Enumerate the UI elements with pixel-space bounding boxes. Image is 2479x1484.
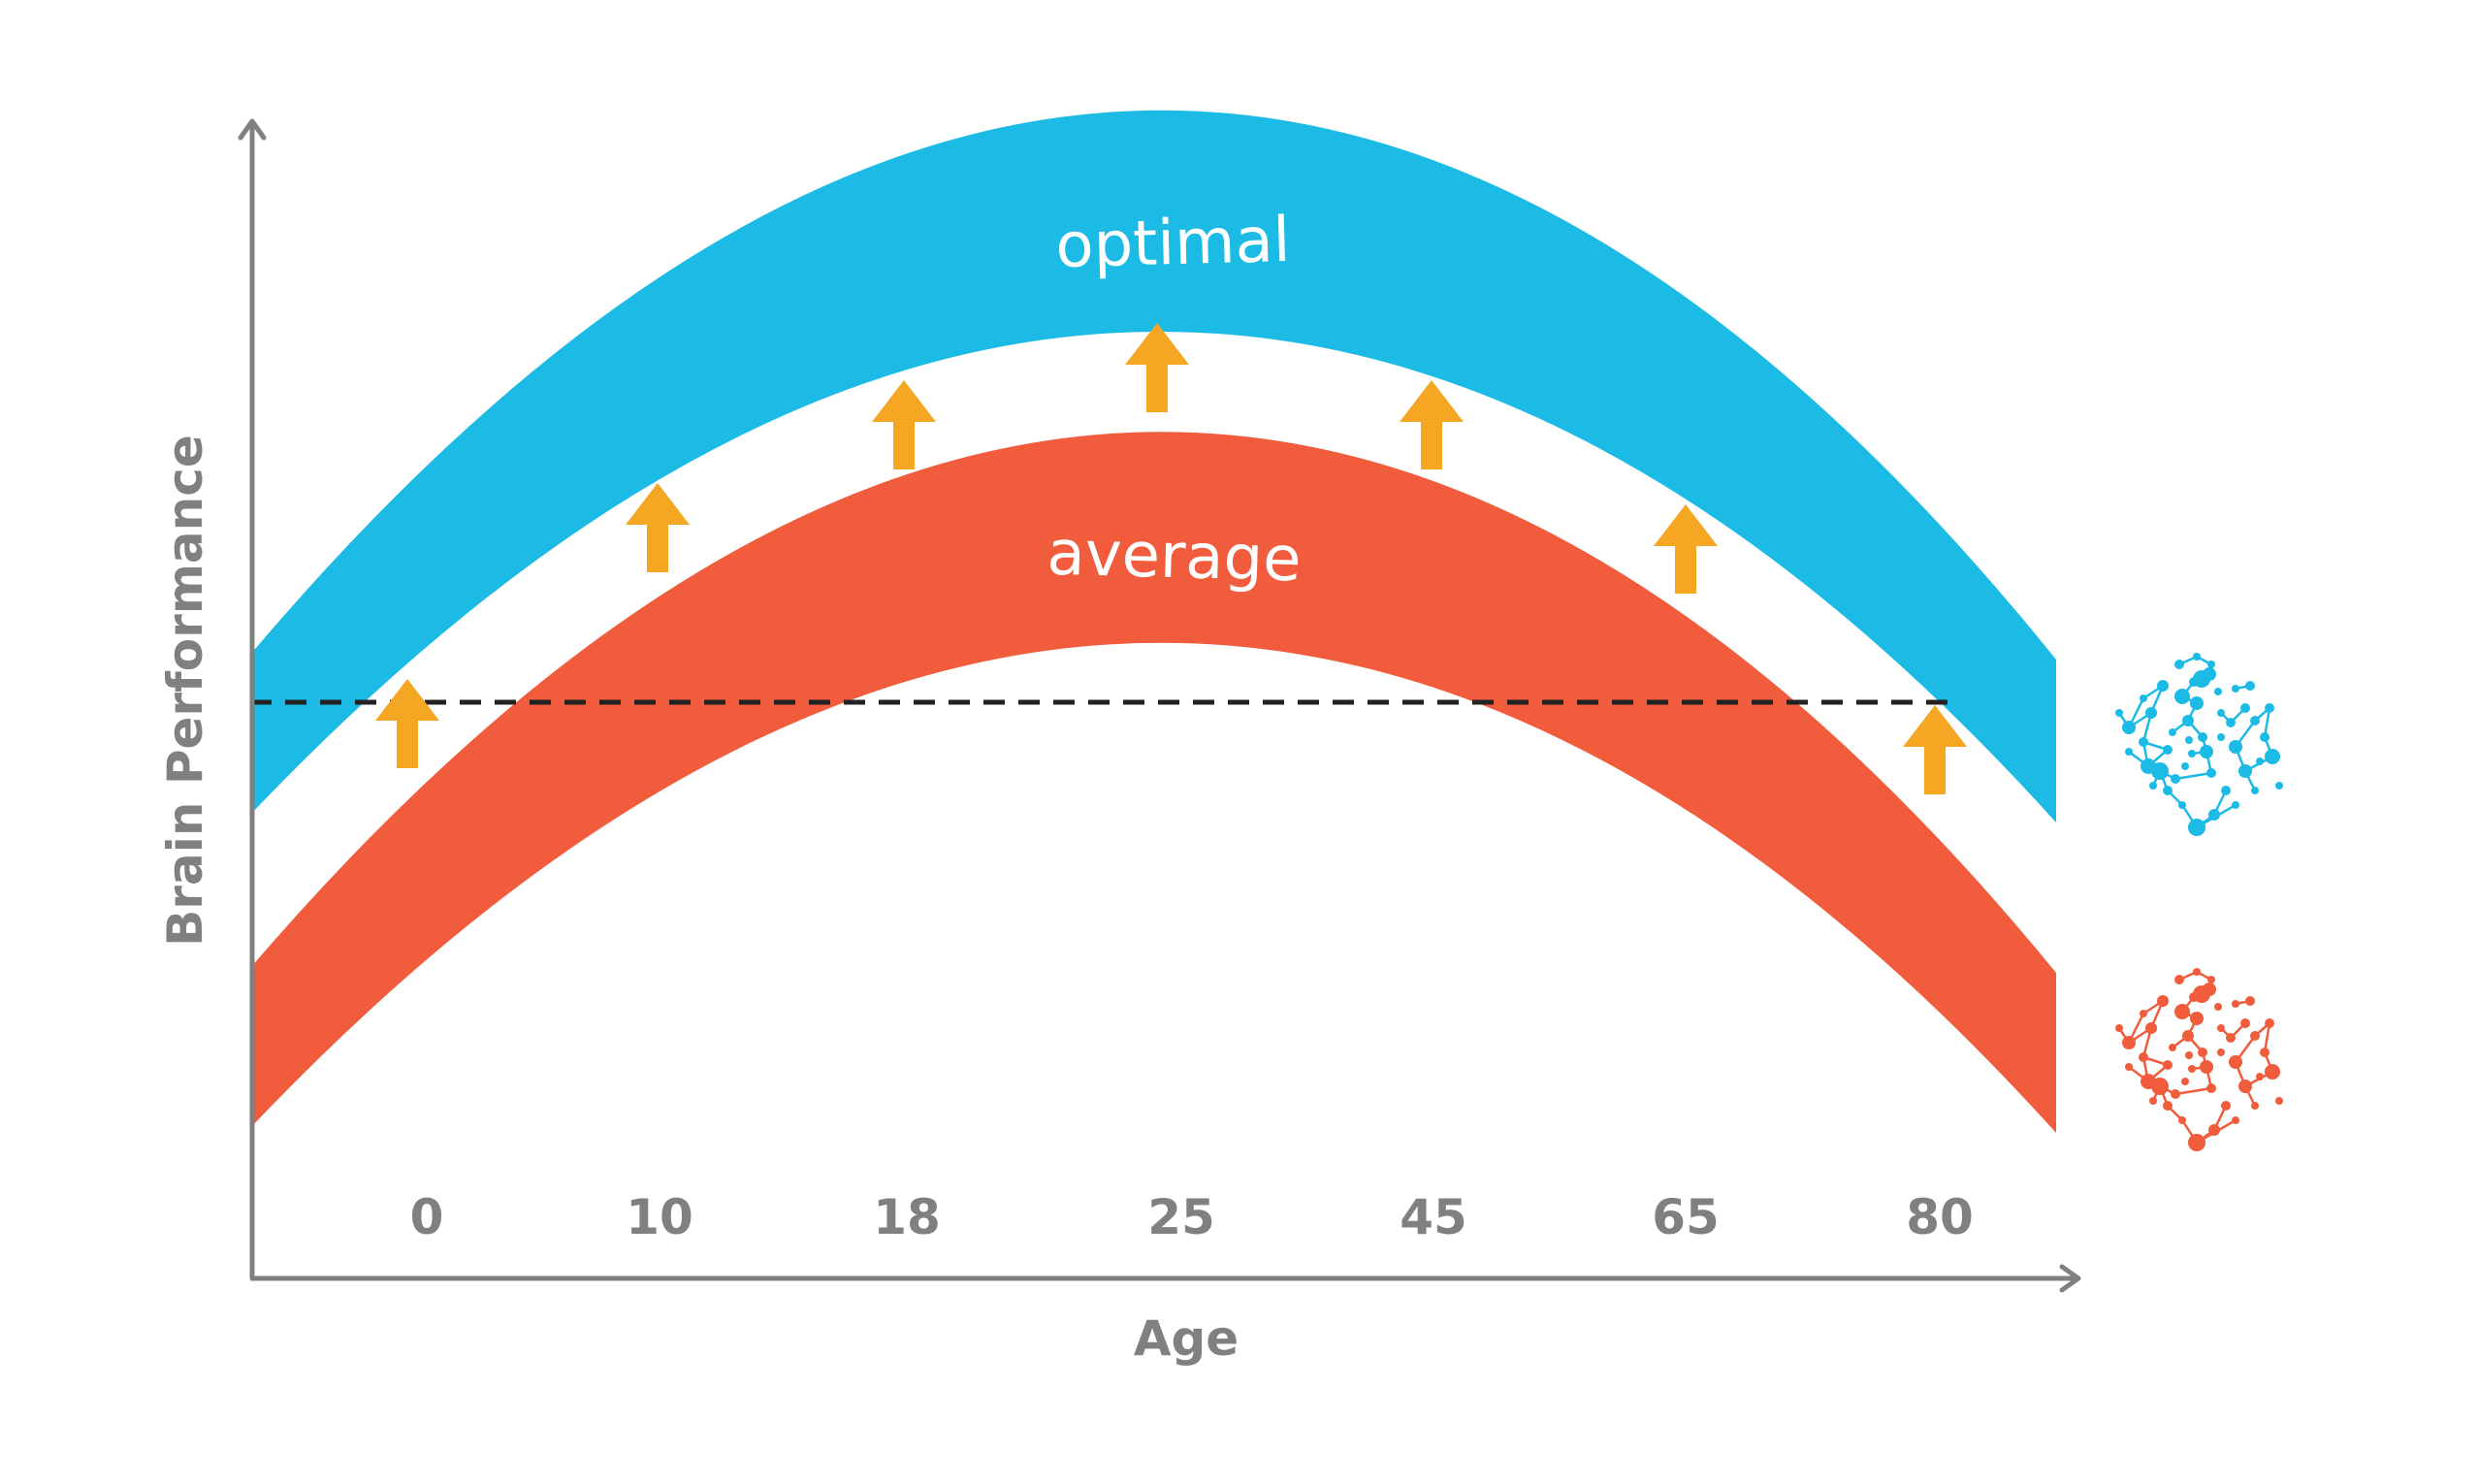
x-tick-label: 80 [1906, 1189, 1974, 1245]
series-label-average: average [1046, 518, 1303, 597]
brain-network-icon-blue [2115, 653, 2283, 836]
x-tick-label: 45 [1400, 1189, 1467, 1245]
improvement-arrow [1903, 705, 1967, 794]
x-tick-label: 0 [410, 1189, 444, 1245]
series-label-optimal: optimal [1055, 205, 1292, 282]
x-tick-label: 18 [873, 1189, 941, 1245]
improvement-arrow [872, 380, 936, 469]
x-tick-label: 65 [1652, 1189, 1720, 1245]
brain-network-icon-orange [2115, 968, 2283, 1151]
improvement-arrow [1400, 380, 1464, 469]
x-tick-label: 10 [626, 1189, 693, 1245]
x-tick-label: 25 [1147, 1189, 1215, 1245]
improvement-arrows [375, 323, 1967, 794]
improvement-arrow [1654, 504, 1718, 594]
optimal-band [250, 110, 2056, 823]
x-tick-labels: 0 10 18 25 45 65 80 [410, 1189, 1974, 1245]
y-axis-arrowhead [238, 118, 267, 141]
y-axis-title: Brain Performance [157, 435, 213, 947]
improvement-arrow [1125, 323, 1189, 412]
improvement-arrow [626, 483, 690, 572]
axes [238, 118, 2081, 1293]
x-axis-arrowhead [2059, 1264, 2081, 1293]
x-axis-title: Age [1134, 1310, 1239, 1367]
average-band [250, 432, 2056, 1133]
improvement-arrow [375, 679, 439, 768]
